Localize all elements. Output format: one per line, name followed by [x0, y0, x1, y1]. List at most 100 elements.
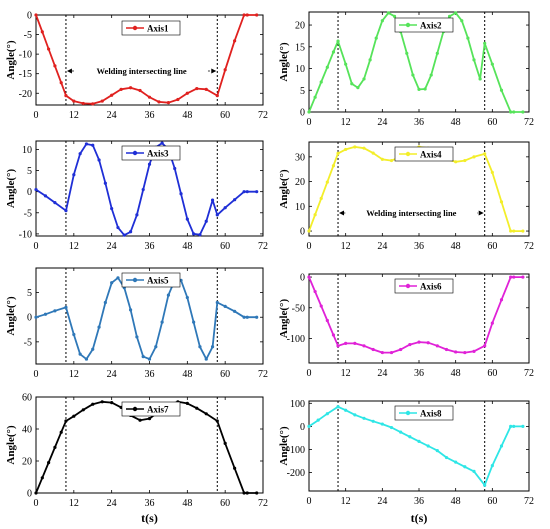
- data-point: [223, 441, 227, 445]
- data-point: [454, 11, 458, 15]
- data-point: [233, 309, 237, 313]
- data-point: [447, 14, 452, 18]
- data-point: [122, 233, 126, 237]
- data-point: [319, 80, 323, 84]
- data-point: [362, 416, 366, 420]
- x-tick-label: 0: [307, 496, 312, 507]
- y-tick-label: 20: [22, 457, 32, 468]
- data-point: [429, 73, 433, 77]
- data-point: [179, 192, 183, 196]
- data-point: [521, 275, 525, 279]
- legend-marker: [132, 150, 138, 156]
- y-tick-label: 0: [300, 273, 305, 284]
- x-tick-label: 12: [69, 110, 79, 121]
- data-point: [313, 95, 317, 99]
- data-point: [204, 219, 208, 223]
- y-tick-label: 60: [22, 393, 32, 404]
- y-tick-label: -5: [24, 337, 32, 348]
- data-point: [344, 341, 348, 345]
- data-point: [185, 295, 189, 300]
- x-tick-label: 48: [451, 496, 461, 507]
- x-tick-label: 72: [258, 369, 268, 380]
- data-point: [128, 230, 133, 234]
- data-point: [147, 95, 152, 99]
- x-tick-label: 0: [34, 241, 39, 252]
- legend-box: [394, 278, 454, 294]
- data-point: [147, 417, 152, 421]
- data-point: [399, 430, 403, 434]
- data-point: [499, 298, 504, 302]
- data-point: [319, 196, 323, 200]
- y-tick-label: 5: [27, 166, 32, 177]
- y-tick-label: 10: [295, 64, 305, 75]
- y-tick-label: -10: [19, 229, 32, 240]
- data-point: [215, 419, 219, 423]
- data-point: [242, 315, 246, 319]
- data-point: [380, 19, 384, 23]
- data-point: [166, 293, 171, 297]
- data-point: [512, 275, 516, 279]
- y-tick-label: 20: [295, 177, 305, 188]
- legend-label: Axis6: [420, 282, 442, 292]
- y-axis-label: Angle(°): [5, 296, 17, 336]
- data-point: [408, 342, 412, 347]
- x-tick-label: 36: [145, 110, 155, 121]
- legend: Axis3: [121, 145, 181, 161]
- data-point: [362, 77, 366, 81]
- data-point: [371, 151, 375, 155]
- data-point: [192, 320, 196, 324]
- data-point: [362, 146, 366, 150]
- data-point: [138, 88, 142, 93]
- x-tick-label: 0: [307, 241, 312, 252]
- x-tick-label: 0: [34, 498, 39, 509]
- legend-label: Axis8: [420, 409, 442, 419]
- data-point: [490, 62, 494, 66]
- y-tick-label: 0: [27, 187, 32, 198]
- x-tick-label: 12: [341, 117, 351, 128]
- data-point: [100, 99, 104, 103]
- legend-label: Axis5: [147, 276, 169, 286]
- data-point: [141, 187, 145, 192]
- x-tick-label: 24: [107, 241, 117, 252]
- data-point: [223, 206, 227, 210]
- legend-marker: [405, 151, 411, 157]
- data-point: [204, 412, 208, 416]
- data-point: [185, 217, 189, 221]
- legend-box: [121, 272, 181, 288]
- data-point: [154, 345, 158, 349]
- data-point: [64, 419, 68, 423]
- y-axis-label: Angle(°): [278, 42, 290, 82]
- data-point: [472, 469, 476, 473]
- y-tick-label: 0: [27, 11, 32, 22]
- x-tick-label: 72: [258, 241, 268, 252]
- data-point: [521, 424, 525, 428]
- data-point: [499, 444, 504, 448]
- x-tick-label: 72: [258, 110, 268, 121]
- data-point: [157, 100, 161, 104]
- data-point: [110, 401, 114, 405]
- data-point: [389, 158, 394, 163]
- data-point: [353, 413, 357, 417]
- y-tick-label: 15: [295, 42, 305, 53]
- x-tick-label: 60: [487, 496, 497, 507]
- data-point: [78, 152, 82, 156]
- legend-marker: [132, 25, 138, 31]
- data-point: [499, 200, 504, 204]
- legend-box: [121, 145, 181, 161]
- data-point: [242, 491, 246, 495]
- data-point: [380, 422, 384, 426]
- data-point: [325, 412, 329, 416]
- x-tick-label: 60: [487, 368, 497, 379]
- y-tick-label: 0: [27, 313, 32, 324]
- data-point: [166, 101, 171, 105]
- data-point: [103, 300, 107, 305]
- data-point: [147, 357, 152, 361]
- data-point: [91, 347, 95, 351]
- data-point: [331, 333, 336, 337]
- data-point: [512, 229, 516, 233]
- data-point: [198, 345, 202, 349]
- y-axis-label: Angle(°): [5, 40, 17, 80]
- data-point: [72, 332, 76, 337]
